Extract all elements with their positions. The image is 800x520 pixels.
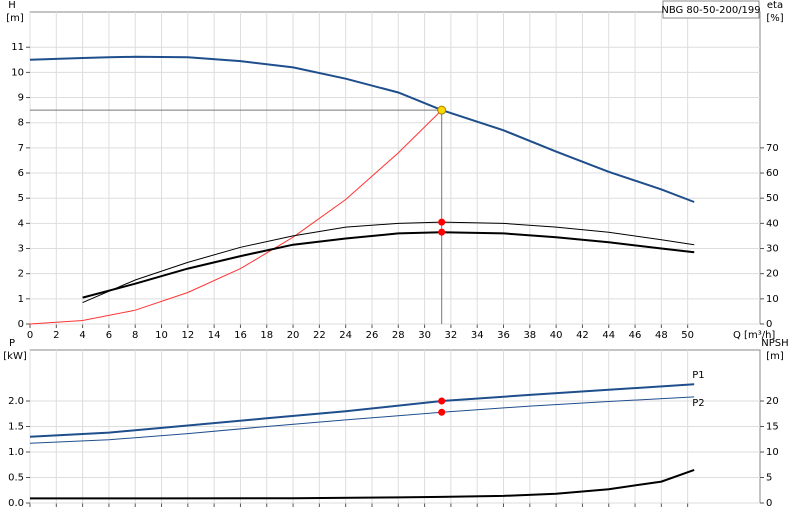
- x-tick-label: 44: [602, 330, 615, 341]
- y2-tick-label: 30: [766, 244, 779, 255]
- y-tick-label: 1: [18, 294, 24, 305]
- y2-unit: [m]: [766, 351, 784, 362]
- y-tick-label: 2: [18, 269, 24, 280]
- y-tick-label: 9: [18, 93, 24, 104]
- point-marker: [438, 408, 446, 416]
- title-box: [662, 0, 760, 19]
- y2-tick-label: 10: [766, 294, 779, 305]
- x-tick-label: 0: [27, 330, 33, 341]
- point-marker: [438, 228, 446, 236]
- x-tick-label: 40: [550, 330, 563, 341]
- y2-tick-label: 40: [766, 218, 779, 229]
- x-tick-label: 34: [471, 330, 484, 341]
- y-tick-label: 3: [18, 244, 24, 255]
- x-tick-label: 30: [418, 330, 431, 341]
- curve: [29, 55, 695, 203]
- y-label: P: [9, 338, 15, 349]
- curve: [82, 221, 695, 304]
- x-tick-label: 50: [681, 330, 694, 341]
- x-tick-label: 36: [497, 330, 510, 341]
- y-label: H: [8, 0, 16, 11]
- curve: [29, 396, 695, 444]
- y-tick-label: 1.5: [8, 422, 24, 433]
- y-tick-label: 11: [11, 42, 24, 53]
- x-tick-label: 12: [181, 330, 194, 341]
- y2-label: NPSH: [761, 338, 788, 349]
- x-tick-label: 2: [53, 330, 59, 341]
- duty-point: [437, 105, 447, 115]
- y-tick-label: 2.0: [8, 396, 24, 407]
- x-tick-label: 48: [655, 330, 668, 341]
- y-tick-label: 7: [18, 143, 24, 154]
- x-tick-label: 38: [523, 330, 536, 341]
- curve: [82, 231, 695, 299]
- x-tick-label: 26: [366, 330, 379, 341]
- y2-tick-label: 60: [766, 168, 779, 179]
- y2-tick-label: 0: [766, 498, 772, 509]
- y2-tick-label: 15: [766, 422, 779, 433]
- y-tick-label: 4: [18, 218, 24, 229]
- curve-label: P1: [692, 370, 704, 381]
- x-tick-label: 18: [260, 330, 273, 341]
- x-tick-label: 8: [132, 330, 138, 341]
- x-tick-label: 32: [445, 330, 458, 341]
- y-unit: [kW]: [3, 351, 27, 362]
- x-tick-label: 10: [155, 330, 168, 341]
- y-unit: [m]: [6, 13, 24, 24]
- point-marker: [438, 218, 446, 226]
- y2-tick-label: 20: [766, 269, 779, 280]
- x-tick-label: 22: [313, 330, 326, 341]
- x-tick-label: 24: [339, 330, 352, 341]
- y-tick-label: 10: [11, 67, 24, 78]
- y-tick-label: 8: [18, 118, 24, 129]
- y2-tick-label: 20: [766, 396, 779, 407]
- x-label: Q [m³/h]: [733, 330, 775, 341]
- y-tick-label: 0.5: [8, 473, 24, 484]
- x-tick-label: 6: [106, 330, 112, 341]
- curve: [29, 109, 443, 325]
- plot-area: [29, 11, 761, 325]
- x-tick-label: 46: [629, 330, 642, 341]
- y2-tick-label: 50: [766, 193, 779, 204]
- y-tick-label: 6: [18, 168, 24, 179]
- chart-title: NBG 80-50-200/199: [661, 5, 760, 16]
- y2-tick-label: 0: [766, 319, 772, 330]
- y-tick-label: 0.0: [8, 498, 24, 509]
- curve: [30, 468, 695, 500]
- curve-label: P2: [692, 398, 704, 409]
- y-tick-label: 1.0: [8, 447, 24, 458]
- y2-label: eta: [767, 0, 783, 11]
- y2-tick-label: 70: [766, 143, 779, 154]
- y2-unit: [%]: [766, 13, 783, 24]
- y2-tick-label: 10: [766, 447, 779, 458]
- point-marker: [438, 397, 446, 405]
- y-tick-label: 0: [18, 319, 24, 330]
- x-tick-label: 42: [576, 330, 589, 341]
- x-tick-label: 16: [234, 330, 247, 341]
- x-tick-label: 20: [287, 330, 300, 341]
- y2-tick-label: 5: [766, 473, 772, 484]
- curve: [29, 383, 695, 438]
- x-tick-label: 4: [79, 330, 85, 341]
- x-tick-label: 28: [392, 330, 405, 341]
- x-tick-label: 14: [208, 330, 221, 341]
- y-tick-label: 5: [18, 193, 24, 204]
